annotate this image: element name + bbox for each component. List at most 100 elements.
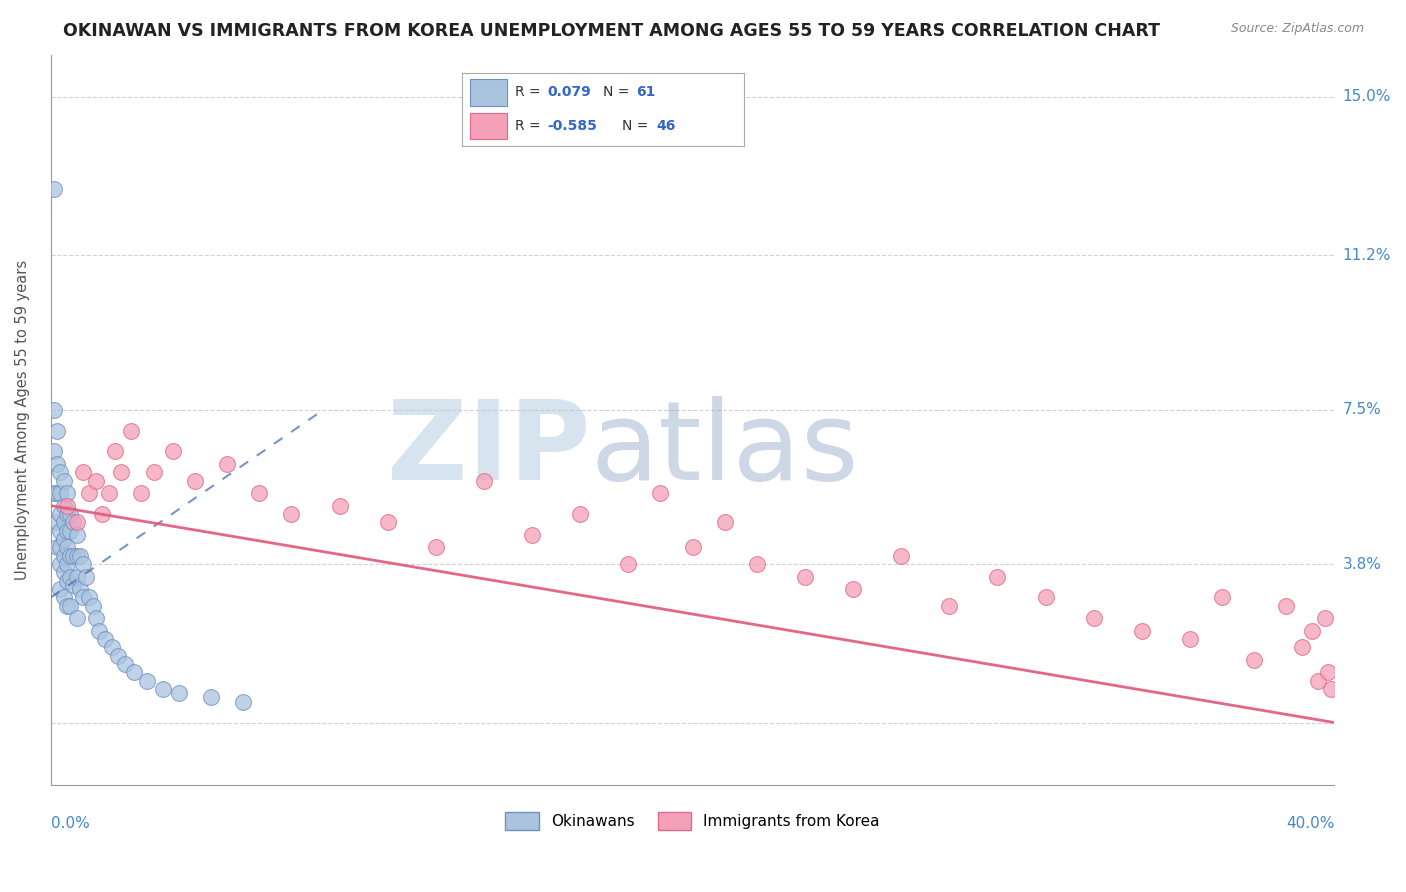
Text: 11.2%: 11.2% (1343, 248, 1391, 263)
Point (49, 582, 72, 596)
Point (377, 516, 399, 530)
Point (56, 507, 79, 521)
Point (52, 566, 75, 580)
Point (82, 599, 104, 613)
Point (62, 549, 84, 563)
Point (136, 673, 159, 688)
Point (84, 611, 107, 625)
Point (569, 507, 592, 521)
Point (49, 541, 72, 555)
Point (42, 181, 65, 195)
Point (52, 499, 75, 513)
Point (1083, 611, 1105, 625)
Text: 7.5%: 7.5% (1343, 402, 1381, 417)
Point (217, 457, 239, 471)
Point (52, 591, 75, 605)
Text: 3.8%: 3.8% (1343, 557, 1382, 572)
Point (152, 682, 174, 697)
Point (72, 591, 94, 605)
Point (65, 528, 87, 542)
Point (56, 557, 79, 571)
Point (1035, 591, 1057, 605)
Text: atlas: atlas (591, 396, 859, 503)
Point (745, 557, 768, 571)
Point (65, 611, 87, 625)
Point (56, 499, 79, 513)
Point (56, 574, 79, 588)
Point (46, 516, 69, 530)
Point (114, 657, 136, 672)
Point (280, 507, 302, 521)
Point (49, 465, 72, 479)
Point (167, 686, 190, 700)
Point (52, 532, 75, 546)
Point (56, 541, 79, 555)
Point (122, 665, 145, 680)
Point (52, 549, 75, 563)
Point (42, 444, 65, 458)
Point (162, 444, 184, 458)
Point (142, 465, 165, 479)
Point (56, 524, 79, 538)
Point (59, 524, 82, 538)
Point (120, 424, 142, 438)
Y-axis label: Unemployment Among Ages 55 to 59 years: Unemployment Among Ages 55 to 59 years (15, 260, 30, 580)
Point (425, 541, 447, 555)
Point (329, 499, 352, 513)
Point (1178, 632, 1201, 646)
Point (682, 541, 704, 555)
Text: ZIP: ZIP (387, 396, 591, 503)
Point (650, 486, 672, 500)
Point (890, 549, 912, 563)
Point (65, 516, 87, 530)
Point (49, 507, 72, 521)
Point (72, 465, 94, 479)
Point (59, 549, 82, 563)
Text: OKINAWAN VS IMMIGRANTS FROM KOREA UNEMPLOYMENT AMONG AGES 55 TO 59 YEARS CORRELA: OKINAWAN VS IMMIGRANTS FROM KOREA UNEMPL… (63, 22, 1160, 40)
Point (617, 557, 640, 571)
Point (129, 486, 152, 500)
Point (56, 599, 79, 613)
Text: Source: ZipAtlas.com: Source: ZipAtlas.com (1230, 22, 1364, 36)
Point (1301, 624, 1323, 638)
Point (46, 424, 69, 438)
Text: 0.0%: 0.0% (51, 815, 90, 830)
Point (49, 557, 72, 571)
Point (1243, 653, 1265, 667)
Point (232, 695, 254, 709)
Point (59, 569, 82, 583)
Point (1316, 665, 1339, 680)
Text: 15.0%: 15.0% (1343, 89, 1391, 104)
Point (79, 591, 101, 605)
Point (1308, 673, 1330, 688)
Point (1211, 591, 1233, 605)
Point (52, 516, 75, 530)
Point (72, 557, 94, 571)
Point (110, 465, 132, 479)
Point (104, 444, 127, 458)
Point (79, 486, 101, 500)
Point (46, 541, 69, 555)
Point (75, 569, 97, 583)
Point (472, 474, 495, 488)
Point (49, 486, 72, 500)
Point (938, 599, 960, 613)
Point (69, 582, 91, 596)
Point (62, 578, 84, 592)
Point (42, 486, 65, 500)
Point (200, 690, 222, 705)
Point (46, 457, 69, 471)
Point (1130, 624, 1153, 638)
Point (56, 486, 79, 500)
Point (842, 582, 865, 596)
Point (69, 549, 91, 563)
Point (65, 549, 87, 563)
Point (97, 486, 120, 500)
Point (101, 640, 124, 655)
Point (793, 569, 815, 583)
Point (520, 528, 543, 542)
Point (49, 524, 72, 538)
Point (62, 516, 84, 530)
Point (1313, 611, 1336, 625)
Text: 40.0%: 40.0% (1286, 815, 1334, 830)
